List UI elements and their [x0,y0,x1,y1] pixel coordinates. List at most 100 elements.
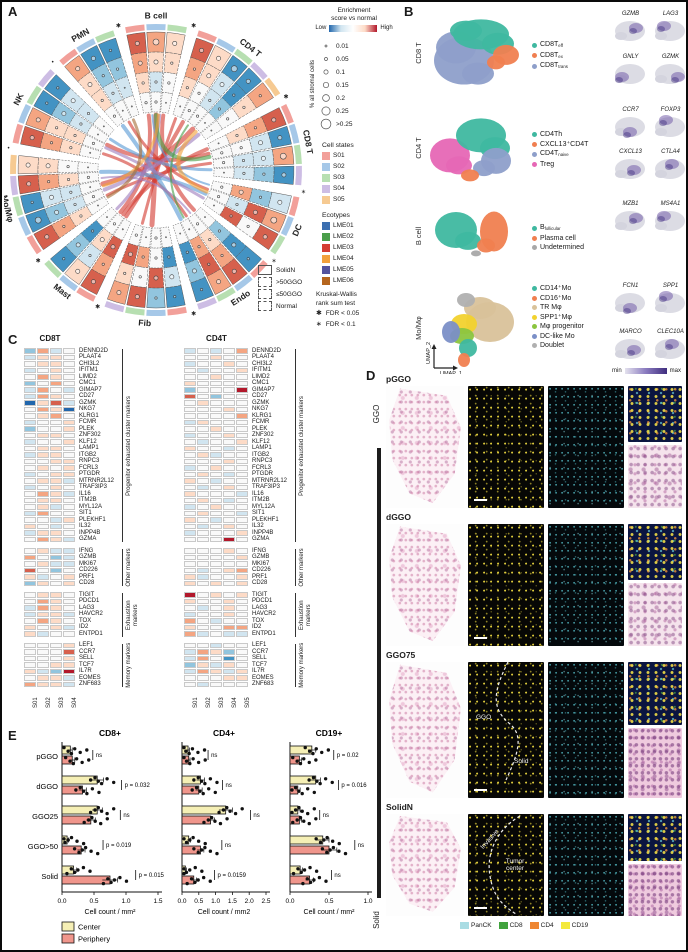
heatmap-cell [50,348,63,354]
p-value-label: ns [334,873,340,879]
heatmap-cell [223,471,236,478]
heatmap-cell [236,642,249,649]
heatmap-cell [63,554,76,561]
feature-blob [615,32,627,40]
data-point [314,817,318,821]
heatmap-cell [210,426,223,432]
size-item: 0.2 [320,92,345,104]
gene-label: GZMK [79,399,97,406]
heatmap-cell [210,491,223,497]
data-point [90,787,95,791]
heatmap-cell [184,536,197,543]
heatmap-cell [223,592,236,598]
low-label: Low [315,25,327,31]
heatmap-cell [210,611,223,618]
heatmap-cell [223,548,236,554]
circos-dot [101,74,105,78]
heatmap-cell [223,554,236,561]
heatmap-cell [50,561,63,567]
gene-label: CD27 [252,393,268,399]
umap-legend-item: CD8Tex [532,51,568,62]
data-point [314,747,318,751]
heatmap-cell [37,361,50,367]
feature-umap [655,115,685,137]
cluster-dot [532,245,537,251]
gene-label: CMC1 [252,380,270,386]
heatmap-cell [50,611,63,618]
data-point [99,781,104,786]
circos-dot [152,38,160,46]
circos-dot [231,268,237,274]
size-axis-label: % all stromal cells [310,60,316,109]
heatmap-cell [37,631,50,637]
ecotype-label: LME01 [333,222,354,229]
heatmap-cell [24,611,37,618]
cluster-label: Bfollicular [540,224,561,232]
heatmap-cell [50,567,63,574]
heatmap-cell [236,523,249,530]
feature-gene-label: FCN1 [622,283,639,289]
data-point [300,791,304,796]
heatmap-cell [37,452,50,458]
gene-label: LAG3 [79,604,95,611]
circos-dot [79,214,83,218]
data-point [69,751,74,756]
heatmap-cell [236,510,249,517]
heatmap-cell [236,387,249,393]
heatmap-cell [184,348,197,354]
gene-label: ID2 [252,624,262,630]
if-cyan-image [548,524,624,646]
heatmap-cell [197,361,210,367]
feature-gene-label: GNLY [622,54,639,60]
category-label: pGGO [36,752,58,761]
fdr-symbol: ∗ [316,321,322,328]
heatmap-cell [210,675,223,681]
heatmap-cell [37,400,50,406]
kw-legend: Kruskal-Wallis rank sum test ✱ FDR < 0.05 ∗ F… [316,290,359,330]
circos-dot [242,171,246,175]
heatmap-cell [184,510,197,517]
heatmap-cell [210,432,223,439]
circos-state-arc [10,154,17,175]
heatmap-cell [236,491,249,497]
heatmap-cell [184,554,197,561]
heatmap-cell [24,561,37,567]
circos-state-arc [38,69,55,88]
heatmap-cell [50,393,63,400]
gene-label: IL32 [79,523,91,529]
heatmap-cell [37,561,50,567]
heatmap-cell [197,605,210,611]
heatmap-cell [63,400,76,406]
heatmap-cell [197,681,210,688]
gene-label: IFITM1 [252,367,271,373]
umap-legend-item: Doublet [532,341,584,351]
heatmap-cell [63,426,76,432]
circos-state-arc [125,24,145,34]
heatmap-cell [184,465,197,471]
gene-label: FCRL3 [252,464,272,471]
ring-legend: SolidN >50GGO ≤50GGO Normal [258,264,302,312]
circos-dot [70,98,76,104]
circos-state-arc [59,274,78,292]
heatmap-cell [63,662,76,668]
ecotype-swatch [322,243,330,252]
d-legend-swatch [560,922,570,929]
heatmap-cell [197,432,210,439]
p-value-label: ns [225,843,231,849]
heatmap-cell [63,504,76,510]
x-tick-label: 0.5 [89,898,98,905]
gene-label: MYL12A [79,503,103,510]
data-point [200,869,204,873]
ecotypes-title: Ecotypes [322,212,350,219]
feature-umap [615,293,645,314]
heatmap-col-label: S01 [33,697,39,708]
d-row-title: pGGO [386,374,412,384]
heatmap-col-label: S03 [59,697,65,708]
multiplex-zoom-image [628,814,682,861]
gene-label: ID2 [79,624,89,630]
heatmap-cell [37,465,50,471]
circos-dot [100,98,104,102]
ring-label: Normal [276,302,297,310]
data-point [215,780,219,785]
gene-label: PDCD1 [252,598,273,604]
